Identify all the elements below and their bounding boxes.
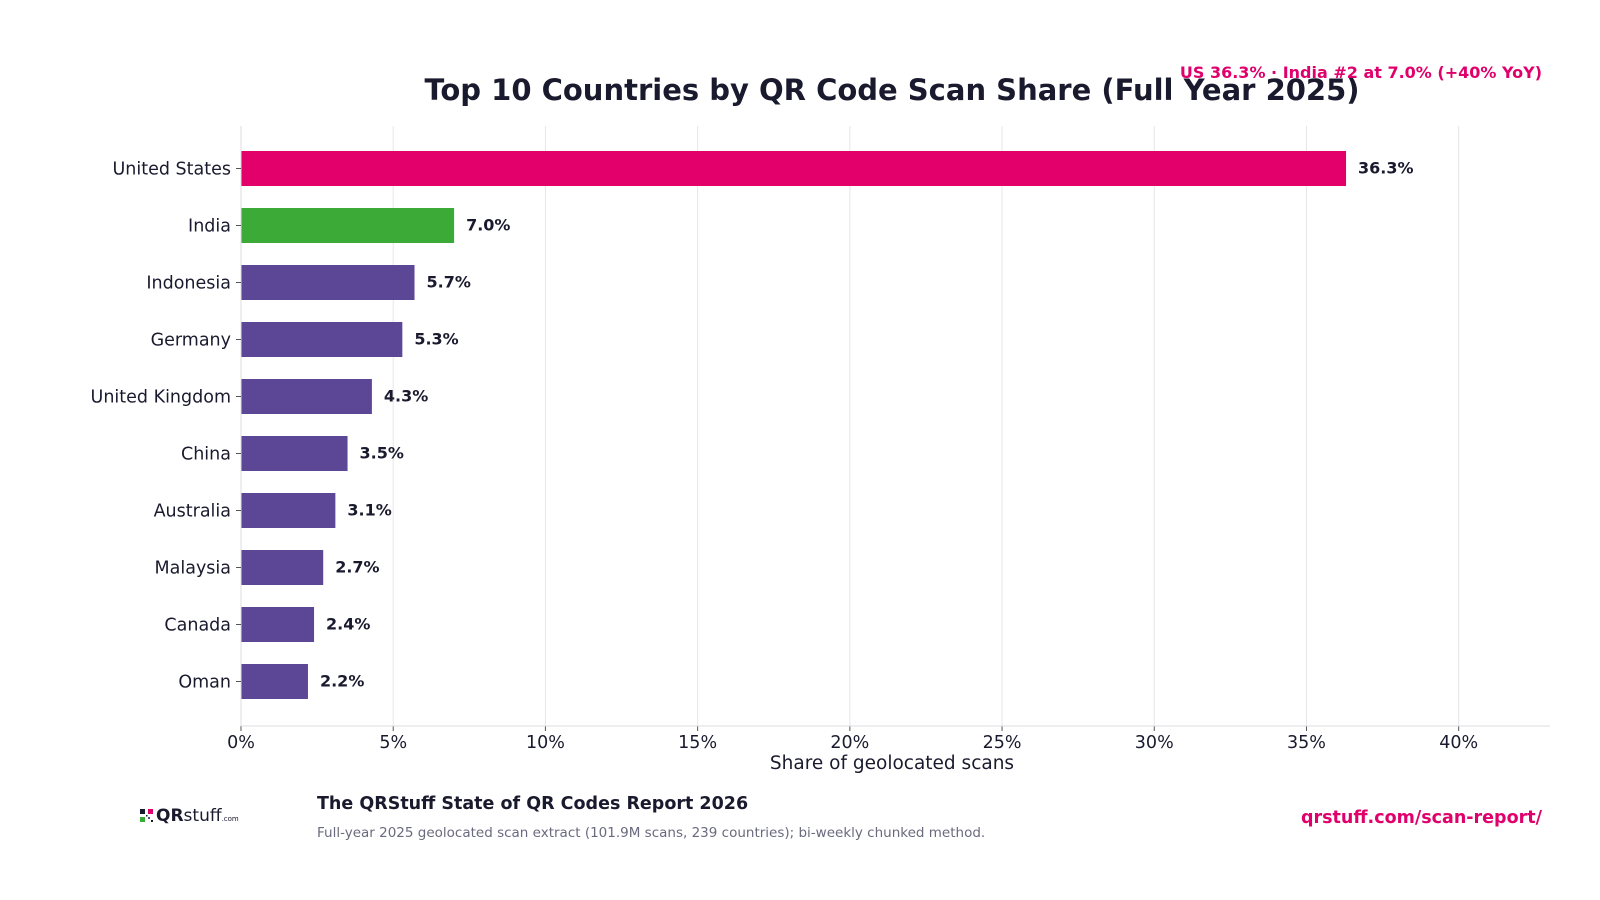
- value-label: 3.1%: [347, 501, 391, 520]
- x-axis-title: Share of geolocated scans: [770, 753, 1014, 774]
- report-link[interactable]: qrstuff.com/scan-report/: [1300, 808, 1542, 828]
- qrstuff-logo: QR stuff .com: [140, 806, 239, 826]
- category-label: India: [188, 217, 231, 237]
- category-label: United Kingdom: [91, 388, 231, 408]
- axes: 0% 5% 10% 15% 20% 25% 30% 35% 40% United States In…: [91, 126, 1550, 753]
- bar: [241, 436, 348, 471]
- bar: [241, 151, 1347, 186]
- x-tick-label: 15%: [678, 733, 717, 753]
- bar-chart: 36.3% 7.0% 5.7% 5.3% 4.3% 3.5% 3.1% 2.7% 2.4% 2.2…: [91, 63, 1550, 774]
- value-label: 3.5%: [360, 444, 404, 463]
- x-tick-label: 25%: [983, 733, 1022, 753]
- logo-text-qr: QR: [156, 806, 184, 826]
- logo-text-stuff: stuff: [183, 806, 222, 826]
- bar: [241, 550, 324, 585]
- x-tick-label: 0%: [227, 733, 255, 753]
- chart-annotation: US 36.3% · India #2 at 7.0% (+40% YoY): [1180, 63, 1542, 82]
- category-label: United States: [112, 160, 231, 180]
- footer: QR stuff .com The QRStuff State of QR Code…: [0, 780, 1600, 900]
- x-tick-label: 20%: [830, 733, 869, 753]
- bar: [241, 664, 308, 699]
- bar: [241, 208, 455, 243]
- qr-code-icon: [140, 809, 153, 822]
- x-tick-label: 40%: [1439, 733, 1478, 753]
- bar: [241, 379, 372, 414]
- value-label: 2.2%: [320, 672, 364, 691]
- category-label: China: [181, 445, 231, 465]
- value-label: 4.3%: [384, 387, 428, 406]
- category-label: Malaysia: [155, 559, 231, 579]
- chart-title: Top 10 Countries by QR Code Scan Share (…: [424, 73, 1359, 107]
- bar: [241, 607, 315, 642]
- category-label: Oman: [178, 673, 231, 693]
- value-label: 5.3%: [414, 330, 458, 349]
- value-label: 7.0%: [466, 216, 510, 235]
- category-label: Canada: [164, 616, 231, 636]
- x-tick-label: 35%: [1287, 733, 1326, 753]
- logo-text-com: .com: [221, 815, 239, 823]
- x-tick-label: 5%: [379, 733, 407, 753]
- bar: [241, 265, 415, 300]
- bar: [241, 322, 403, 357]
- value-label: 2.4%: [326, 615, 370, 634]
- x-tick-label: 30%: [1135, 733, 1174, 753]
- value-label: 2.7%: [335, 558, 379, 577]
- bar: [241, 493, 336, 528]
- value-label: 5.7%: [427, 273, 471, 292]
- category-label: Australia: [154, 502, 231, 522]
- bars: 36.3% 7.0% 5.7% 5.3% 4.3% 3.5% 3.1% 2.7% 2.4% 2.2…: [241, 151, 1414, 699]
- category-label: Germany: [151, 331, 231, 351]
- category-label: Indonesia: [146, 274, 231, 294]
- value-label: 36.3%: [1358, 159, 1414, 178]
- report-subtitle: Full-year 2025 geolocated scan extract (…: [317, 825, 986, 841]
- report-title: The QRStuff State of QR Codes Report 202…: [317, 794, 749, 814]
- x-tick-label: 10%: [526, 733, 565, 753]
